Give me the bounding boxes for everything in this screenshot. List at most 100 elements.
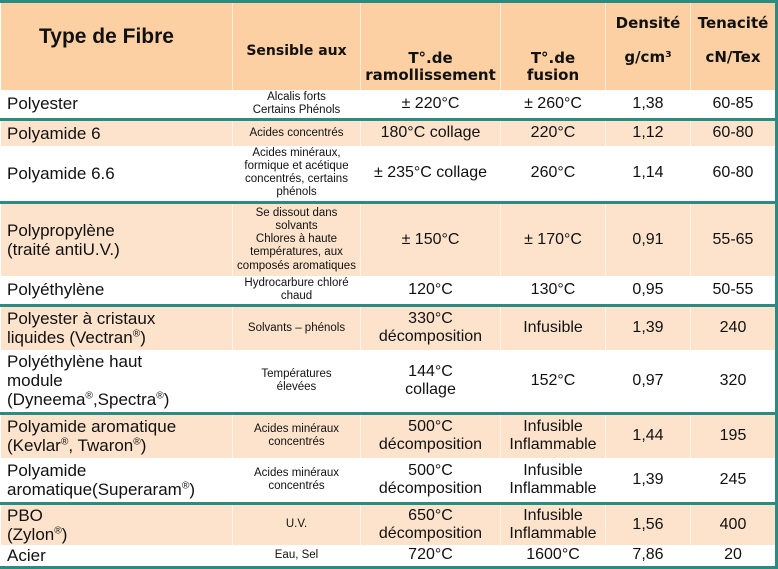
tenacite: 320 <box>690 350 777 413</box>
header-line: g/cm³ <box>624 47 672 66</box>
cell-line: Acides minéraux <box>253 466 339 479</box>
ramollissement: 650°C décomposition <box>360 501 501 545</box>
cell-line: Polyéthylène haut <box>7 352 143 372</box>
fibre-name: Polyamide aromatique (Kevlar®, Twaron®) <box>0 411 233 458</box>
header-line: T°.de <box>530 49 576 68</box>
cell-line: Polyamide aromatique <box>7 417 177 437</box>
cell-line: Alcalis forts <box>267 90 326 103</box>
cell-line: (Dyneema®,Spectra®) <box>7 390 170 410</box>
cell-line: collage <box>405 380 456 398</box>
fusion: ± 170°C <box>500 200 606 276</box>
densite: 7,86 <box>605 545 691 567</box>
cell-line: Se dissout dans <box>255 206 338 219</box>
ramollissement: ± 235°C collage <box>360 146 501 202</box>
table-row: Acier Eau, Sel 720°C 1600°C 7,86 20 <box>0 545 777 567</box>
header-row: Type de Fibre Sensible aux T°.de ramollis… <box>0 1 777 90</box>
header-type: Type de Fibre <box>0 1 233 90</box>
cell-line: composés aromatiques <box>237 259 356 272</box>
tenacite: 195 <box>690 411 777 458</box>
table-row: Polyester Alcalis forts Certains Phénols ± … <box>0 90 777 119</box>
cell-line: ± 170°C <box>524 230 582 248</box>
cell-line: Infusible <box>523 506 583 524</box>
table-row: Polyester à cristaux liquides (Vectran®) S… <box>0 303 777 350</box>
cell-line: décomposition <box>378 328 483 346</box>
table-row: Polyéthylène haut module (Dyneema®,Spectra… <box>0 350 777 413</box>
sensible-aux: U.V. <box>232 501 361 545</box>
cell-line: ± 235°C collage <box>373 164 488 182</box>
header-line: Densité <box>615 14 681 32</box>
fusion: 130°C <box>500 276 606 305</box>
fibre-name: PBO (Zylon®) <box>0 501 233 545</box>
cell-line: Infusible <box>523 461 583 479</box>
cell-line: formique et acétique <box>244 160 349 173</box>
cell-line: ± 260°C <box>524 94 582 112</box>
cell-line: Polypropylène <box>7 220 115 240</box>
cell-line: PBO <box>7 505 43 525</box>
cell-line: chaud <box>280 289 313 302</box>
tenacite: 400 <box>690 501 777 545</box>
fibre-name: Polyester à cristaux liquides (Vectran®) <box>0 303 233 350</box>
fusion: ± 260°C <box>500 90 606 119</box>
fibre-name: Polyamide 6.6 <box>0 146 233 202</box>
cell-line: Solvants – phénols <box>247 321 346 334</box>
tenacite: 60-80 <box>690 146 777 202</box>
fibre-name: Polyéthylène <box>0 276 233 305</box>
cell-line: 500°C <box>408 418 453 436</box>
cell-line: 120°C <box>408 280 453 298</box>
densite: 1,39 <box>605 458 691 503</box>
cell-line: 1600°C <box>526 546 580 564</box>
sensible-aux: Solvants – phénols <box>232 303 361 350</box>
table-row: Polyamide 6 Acides concentrés 180°C collag… <box>0 117 777 146</box>
cell-line: concentrés <box>268 436 325 449</box>
ramollissement: 144°C collage <box>360 350 501 413</box>
cell-line: décomposition <box>378 479 483 497</box>
cell-line: Infusible <box>523 418 583 436</box>
table-row: Polyamide 6.6 Acides minéraux, formique et… <box>0 146 777 202</box>
sensible-aux: Eau, Sel <box>232 545 361 567</box>
ramollissement: ± 150°C <box>360 200 501 276</box>
cell-line: Polyéthylène <box>7 280 105 300</box>
densite: 1,56 <box>605 501 691 545</box>
table-row: Polyamide aromatique(Superaram®) Acides mi… <box>0 458 777 503</box>
cell-line: 500°C <box>408 461 453 479</box>
header-densite: Densité g/cm³ <box>605 1 691 90</box>
header-sensible: Sensible aux <box>232 1 361 90</box>
tenacite: 245 <box>690 458 777 503</box>
table-row: Polyéthylène Hydrocarbure chloré chaud 120°… <box>0 276 777 305</box>
cell-line: concentrés <box>268 479 325 492</box>
cell-line: élevées <box>276 380 317 393</box>
fusion: Infusible Inflammable <box>500 411 606 458</box>
cell-line: Températures <box>261 367 332 380</box>
cell-line: solvants <box>275 219 318 232</box>
tenacite: 240 <box>690 303 777 350</box>
fusion: Infusible <box>500 303 606 350</box>
fusion: 260°C <box>500 146 606 202</box>
cell-line: Polyamide 6.6 <box>7 163 115 183</box>
cell-line: Acides minéraux, <box>252 146 341 159</box>
cell-line: 152°C <box>530 371 576 389</box>
sensible-aux: Températures élevées <box>232 350 361 413</box>
header-fusion: T°.de fusion <box>500 1 606 90</box>
cell-line: U.V. <box>285 518 308 531</box>
sensible-aux: Se dissout dans solvants Chlores à haute te… <box>232 200 361 276</box>
fibre-name: Polyéthylène haut module (Dyneema®,Spectra… <box>0 350 233 413</box>
cell-line: concentrés, certains <box>245 173 348 186</box>
fibre-name: Polyamide 6 <box>0 117 233 146</box>
table-row: Polypropylène (traité antiU.V.) Se dissout… <box>0 200 777 276</box>
header-line: cN/Tex <box>705 47 761 66</box>
ramollissement: 180°C collage <box>360 117 501 146</box>
header-line: Tenacité <box>697 14 769 32</box>
densite: 1,39 <box>605 303 691 350</box>
sensible-aux: Acides minéraux, formique et acétique conc… <box>232 146 361 202</box>
tenacite: 60-85 <box>690 90 777 119</box>
cell-line: Infusible <box>523 319 583 337</box>
cell-line: 260°C <box>530 164 576 182</box>
cell-line: (traité antiU.V.) <box>7 239 120 259</box>
header-tenacite: Tenacité cN/Tex <box>690 1 777 90</box>
cell-line: (Kevlar®, Twaron®) <box>7 436 147 456</box>
tenacite: 60-80 <box>690 117 777 146</box>
tenacite: 20 <box>690 545 777 567</box>
cell-line: Polyester à cristaux <box>7 309 156 329</box>
cell-line: 144°C <box>408 362 453 380</box>
densite: 0,97 <box>605 350 691 413</box>
